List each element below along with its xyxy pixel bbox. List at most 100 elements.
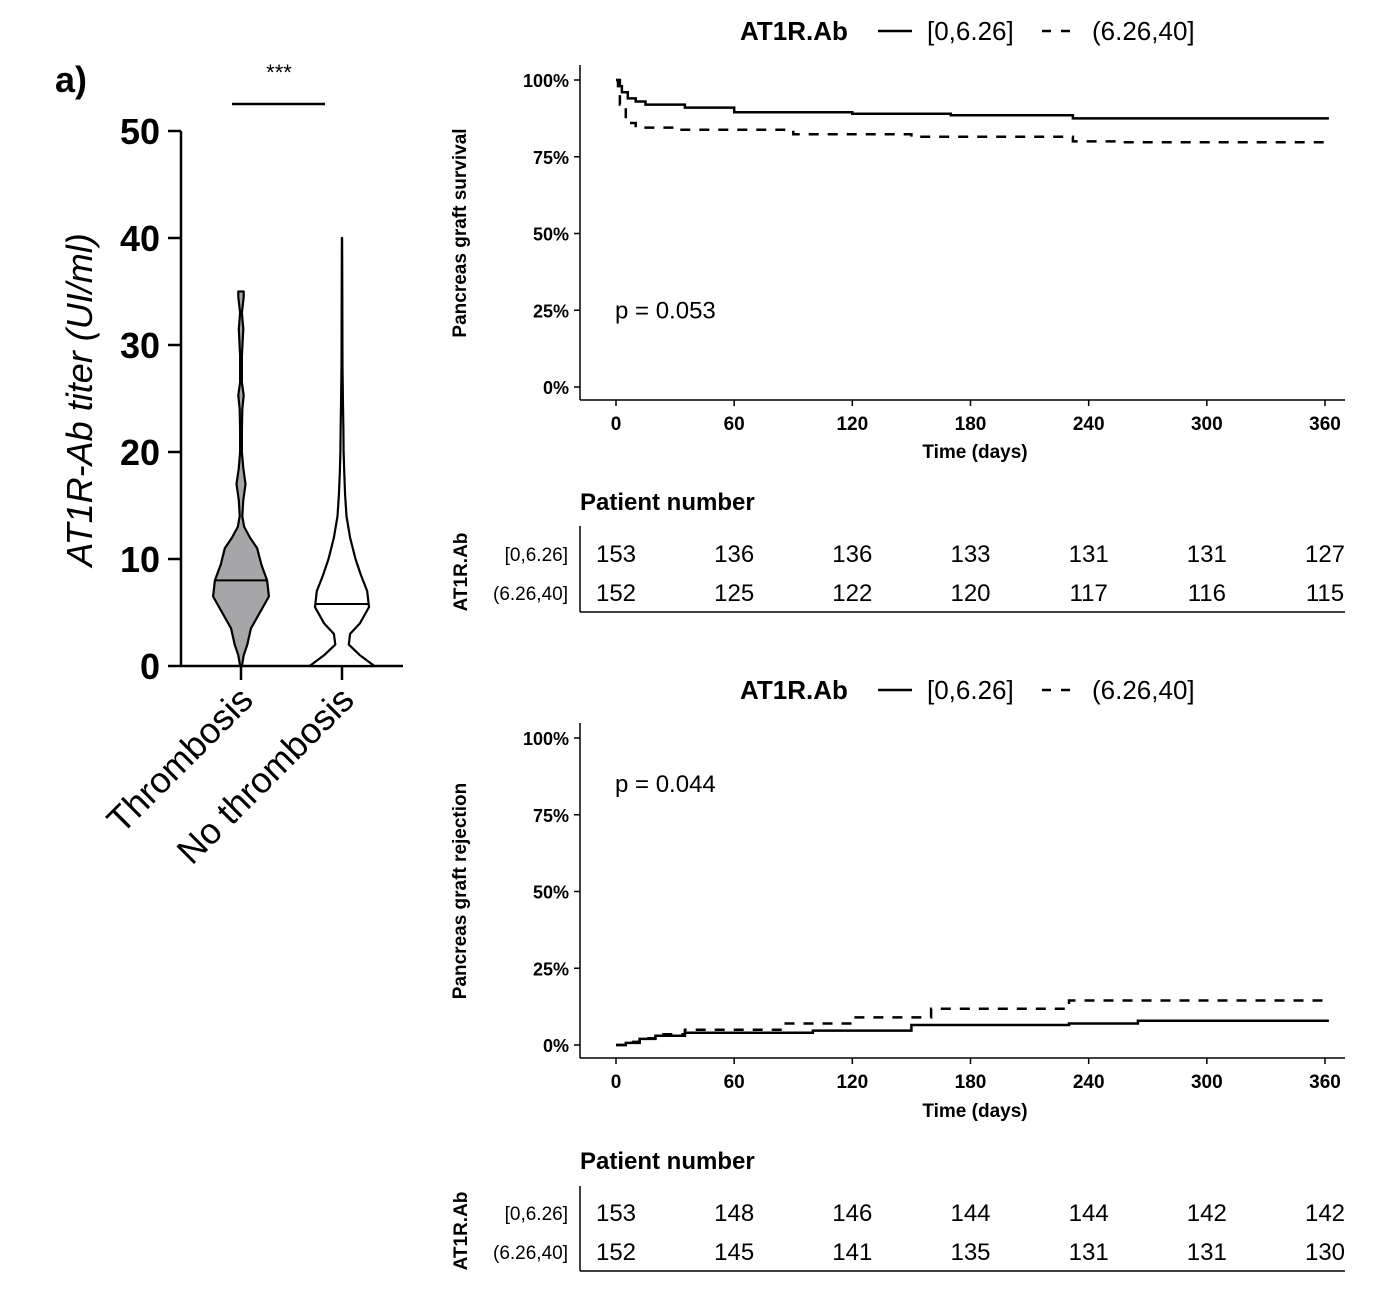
y-tick-label: 0% [543, 378, 569, 398]
survival-risk-table: Patient number AT1R.Ab [0,6.26] (6.26,40… [451, 489, 1345, 613]
y-tick-label: 100% [523, 71, 569, 91]
x-tick-label: 180 [955, 1072, 987, 1093]
risk-value: 125 [714, 580, 754, 607]
rejection-x-axis-label: Time (days) [922, 1101, 1027, 1122]
violin-shapes [212, 236, 376, 668]
x-tick-label: 0 [611, 414, 622, 435]
risk-row-label-low: [0,6.26] [505, 545, 568, 566]
survival-panel: AT1R.Ab [0,6.26] (6.26,40] Pancreas graf… [450, 16, 1345, 613]
y-tick-label: 50 [120, 111, 160, 152]
risk-table-title: Patient number [580, 489, 755, 516]
risk-value: 115 [1306, 580, 1344, 607]
rejection-y-axis-label: Pancreas graft rejection [450, 783, 471, 999]
legend-title: AT1R.Ab [740, 675, 848, 705]
legend-label-low: [0,6.26] [927, 675, 1014, 705]
rejection-risk-values: 153 148 146 144 144 142 142 152 145 141 135 131 131 1… [596, 1200, 1345, 1266]
risk-value: 142 [1305, 1200, 1345, 1227]
violin-y-axis-label: AT1R-Ab titer (UI/ml) [59, 233, 100, 568]
risk-value: 153 [596, 541, 636, 568]
violin-y-ticks: 0 10 20 30 40 50 [120, 111, 181, 687]
violin-no-thrombosis [308, 236, 376, 668]
x-tick-label: 180 [955, 414, 987, 435]
risk-value: 135 [950, 1239, 990, 1266]
legend-title: AT1R.Ab [740, 16, 848, 46]
y-tick-label: 25% [533, 301, 569, 321]
risk-row-label-high: (6.26,40] [493, 1243, 568, 1264]
rejection-y-ticks: 0% 25% 50% 75% 100% [523, 729, 580, 1056]
x-tick-label: 240 [1073, 414, 1105, 435]
risk-value: 152 [596, 580, 636, 607]
km-curve-low [616, 1019, 1329, 1047]
rejection-x-ticks: 0 60 120 180 240 300 360 [611, 1058, 1341, 1093]
rejection-legend: AT1R.Ab [0,6.26] (6.26,40] [740, 675, 1195, 705]
survival-x-axis-label: Time (days) [922, 442, 1027, 463]
risk-value: 116 [1188, 580, 1226, 607]
risk-value: 136 [832, 541, 872, 568]
survival-x-ticks: 0 60 120 180 240 300 360 [611, 400, 1341, 435]
x-tick-label: 60 [724, 1072, 745, 1093]
risk-value: 144 [1069, 1200, 1109, 1227]
risk-table-strata-title: AT1R.Ab [451, 1192, 472, 1271]
risk-value: 153 [596, 1200, 636, 1227]
survival-legend: AT1R.Ab [0,6.26] (6.26,40] [740, 16, 1195, 46]
y-tick-label: 50% [533, 225, 569, 245]
x-tick-label: 240 [1073, 1072, 1105, 1093]
x-tick-label: 120 [836, 1072, 868, 1093]
risk-value: 127 [1305, 541, 1345, 568]
y-tick-label: 10 [120, 539, 160, 580]
risk-value: 130 [1305, 1239, 1345, 1266]
legend-label-low: [0,6.26] [927, 16, 1014, 46]
legend-label-high: (6.26,40] [1092, 16, 1195, 46]
y-tick-label: 75% [533, 806, 569, 826]
risk-value: 117 [1070, 580, 1108, 607]
significance-stars: *** [266, 60, 292, 85]
rejection-risk-table: Patient number AT1R.Ab [0,6.26] (6.26,40… [451, 1148, 1345, 1272]
y-tick-label: 75% [533, 148, 569, 168]
legend-label-high: (6.26,40] [1092, 675, 1195, 705]
survival-p-value: p = 0.053 [615, 297, 716, 324]
km-curve-high [616, 998, 1331, 1047]
x-tick-label: 0 [611, 1072, 622, 1093]
survival-risk-values: 153 136 136 133 131 131 127 152 125 122 120 117 116 1… [596, 541, 1345, 607]
x-tick-label: 360 [1309, 414, 1341, 435]
risk-value: 148 [714, 1200, 754, 1227]
y-tick-label: 0% [543, 1036, 569, 1056]
x-tick-label: 120 [836, 414, 868, 435]
risk-value: 144 [950, 1200, 990, 1227]
x-tick-label: 300 [1191, 414, 1223, 435]
km-curve-low [616, 78, 1329, 120]
survival-y-ticks: 0% 25% 50% 75% 100% [523, 71, 580, 398]
survival-y-axis-label: Pancreas graft survival [450, 128, 471, 337]
x-tick-label: 300 [1191, 1072, 1223, 1093]
x-tick-label: 360 [1309, 1072, 1341, 1093]
risk-value: 131 [1187, 541, 1227, 568]
panel-label: a) [55, 59, 87, 100]
risk-value: 122 [832, 580, 872, 607]
km-curve-high [616, 78, 1329, 144]
y-tick-label: 100% [523, 729, 569, 749]
y-tick-label: 0 [140, 646, 160, 687]
x-tick-label: No thrombosis [169, 679, 362, 872]
risk-value: 146 [832, 1200, 872, 1227]
rejection-panel: AT1R.Ab [0,6.26] (6.26,40] Pancreas graf… [450, 675, 1345, 1272]
y-tick-label: 30 [120, 325, 160, 366]
rejection-curves [616, 998, 1331, 1047]
x-tick-label: 60 [724, 414, 745, 435]
violin-thrombosis [212, 290, 270, 668]
y-tick-label: 50% [533, 883, 569, 903]
risk-row-label-low: [0,6.26] [505, 1204, 568, 1225]
risk-value: 136 [714, 541, 754, 568]
risk-value: 120 [950, 580, 990, 607]
risk-value: 131 [1069, 541, 1109, 568]
rejection-p-value: p = 0.044 [615, 771, 716, 798]
survival-curves [616, 78, 1329, 144]
risk-value: 131 [1069, 1239, 1109, 1266]
risk-value: 152 [596, 1239, 636, 1266]
risk-value: 131 [1187, 1239, 1227, 1266]
risk-table-strata-title: AT1R.Ab [451, 533, 472, 612]
risk-value: 133 [950, 541, 990, 568]
risk-value: 142 [1187, 1200, 1227, 1227]
violin-panel: a) AT1R-Ab titer (UI/ml) 0 10 20 30 40 50 ***… [55, 59, 403, 872]
